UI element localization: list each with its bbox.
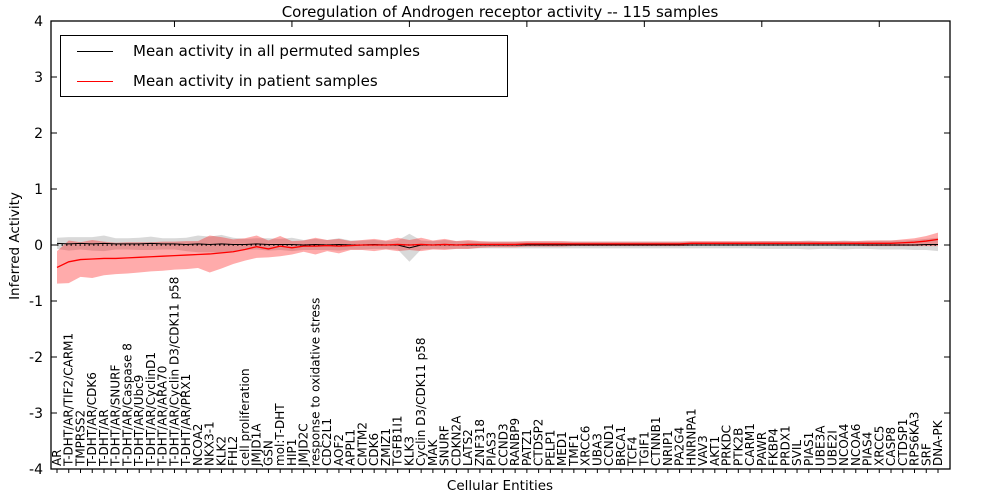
y-tick-label: 4 (34, 14, 43, 30)
x-tick-label: PAWR (755, 432, 769, 466)
patient-line-swatch (77, 80, 113, 82)
x-tick-label: KLK2 (214, 436, 228, 466)
y-tick-label: 2 (34, 126, 43, 142)
x-tick-label: TCF4 (626, 436, 640, 467)
x-tick-label: BRCA1 (614, 426, 628, 466)
x-tick-label: CASP8 (884, 427, 898, 466)
x-tick-label: JMJD1A (250, 423, 264, 467)
legend-label-patient: Mean activity in patient samples (133, 72, 378, 90)
x-tick-label: CTDSP1 (896, 419, 910, 466)
x-tick-label: cell proliferation (238, 368, 252, 466)
x-tick-label: VAV3 (696, 435, 710, 466)
x-tick-label: SNURF (438, 425, 452, 466)
x-tick-label: PA2G4 (673, 427, 687, 466)
x-tick-label: Cyclin D3/CDK11 p58 (414, 337, 428, 466)
y-tick-label: -4 (29, 462, 43, 478)
x-tick-label: TGFB1I1 (391, 415, 405, 467)
x-tick-label: UBE2I (825, 430, 839, 466)
x-tick-label: AR (50, 449, 64, 466)
x-tick-label: JMJD2C (297, 423, 311, 467)
permuted-band (57, 233, 938, 262)
x-tick-label: FHL2 (226, 436, 240, 466)
x-tick-label: TMF1 (567, 434, 581, 467)
x-tick-label: CDC2L1 (320, 418, 334, 466)
x-tick-label: CMTM2 (355, 422, 369, 466)
x-tick-label: NRIP1 (661, 430, 675, 466)
x-tick-label: CDKN2A (449, 415, 463, 466)
permuted-line-swatch (77, 50, 113, 52)
x-tick-label: T-DHT/AR/Cyclin D3/CDK11 p58 (167, 277, 181, 467)
x-tick-label: PIAS4 (861, 432, 875, 466)
x-tick-label: PATZ1 (520, 429, 534, 466)
y-tick-label: 3 (34, 70, 43, 86)
x-tick-label: CARM1 (743, 423, 757, 466)
legend: Mean activity in all permuted samples Me… (60, 35, 508, 97)
x-tick-label: CTNNB1 (649, 416, 663, 466)
x-tick-label: T-DHT/AR/Caspase 8 (120, 343, 134, 467)
x-tick-label: T-DHT/AR/CyclinD1 (144, 352, 158, 467)
x-tick-label: AKT1 (708, 436, 722, 466)
x-tick-label: HIP1 (285, 439, 299, 466)
x-tick-label: TGIF1 (637, 431, 651, 467)
x-tick-label: SRF (919, 443, 933, 466)
x-tick-label: NCOA4 (837, 424, 851, 466)
x-tick-label: TMPRSS2 (73, 410, 87, 467)
y-axis-label: Inferred Activity (7, 192, 23, 300)
x-tick-label: response to oxidative stress (308, 298, 322, 466)
x-tick-label: PRDX1 (778, 425, 792, 466)
x-tick-label: DNA-PK (931, 419, 945, 466)
y-tick-label: 1 (34, 182, 43, 198)
x-tick-label: PRKDC (720, 425, 734, 466)
x-tick-label: T-DHT/AR/ARA70 (156, 366, 170, 467)
x-tick-label: APPL1 (344, 429, 358, 466)
x-tick-label: RANBP9 (508, 418, 522, 466)
y-tick-label: -3 (29, 406, 43, 422)
x-tick-label: CTDSP2 (532, 419, 546, 466)
x-tick-label: CCND1 (602, 423, 616, 466)
y-tick-label: 0 (34, 238, 43, 254)
x-tick-label: SVIL (790, 440, 804, 466)
x-tick-label: UBE3A (814, 425, 828, 466)
x-tick-label: NCOA6 (849, 424, 863, 466)
patient-mean-line (56, 238, 939, 268)
x-tick-label: PIAS1 (802, 432, 816, 466)
x-tick-label: PIAS3 (485, 432, 499, 466)
x-tick-label: PTK2B (731, 428, 745, 466)
legend-row-patient: Mean activity in patient samples (61, 67, 507, 95)
x-tick-label: mol:T-DHT (273, 403, 287, 466)
x-tick-label: NKX3-1 (203, 421, 217, 466)
x-tick-label: UBA3 (590, 433, 604, 466)
x-tick-label: CCND3 (496, 423, 510, 466)
x-tick-label: ZMIZ1 (379, 428, 393, 466)
x-tick-label: T-DHT/AR/CDK6 (85, 372, 99, 467)
x-tick-label: T-DHT/AR (97, 409, 111, 467)
y-tick-label: -1 (29, 294, 43, 310)
x-tick-label: ZNF318 (473, 419, 487, 466)
x-tick-label: T-DHT/AR/Ubc9 (132, 375, 146, 467)
x-tick-label: KLK3 (402, 436, 416, 466)
x-tick-label: T-DHT/AR/SNURF (109, 365, 123, 468)
x-tick-label: HNRNPA1 (684, 408, 698, 466)
x-tick-label: GSN (261, 440, 275, 466)
y-tick-label: -2 (29, 350, 43, 366)
legend-label-permuted: Mean activity in all permuted samples (133, 42, 420, 60)
x-tick-label: RPS6KA3 (908, 412, 922, 466)
x-tick-label: LATS2 (461, 429, 475, 466)
x-tick-label: T-DHT/AR/TIF2/CARM1 (62, 333, 76, 467)
x-tick-label: MAK (426, 438, 440, 466)
x-tick-label: MED1 (555, 431, 569, 466)
x-tick-label: XRCC5 (872, 426, 886, 466)
chart-title: Coregulation of Androgen receptor activi… (281, 3, 719, 21)
x-tick-label: XRCC6 (579, 426, 593, 466)
x-tick-label: FKBP4 (767, 428, 781, 466)
x-axis-label: Cellular Entities (446, 478, 554, 494)
x-tick-label: NCOA2 (191, 424, 205, 466)
x-tick-label: AOF2 (332, 434, 346, 466)
legend-row-permuted: Mean activity in all permuted samples (61, 37, 507, 65)
x-tick-label: PELP1 (543, 430, 557, 466)
x-tick-label: T-DHT/AR/PRX1 (179, 374, 193, 467)
x-tick-label: CDK6 (367, 433, 381, 466)
